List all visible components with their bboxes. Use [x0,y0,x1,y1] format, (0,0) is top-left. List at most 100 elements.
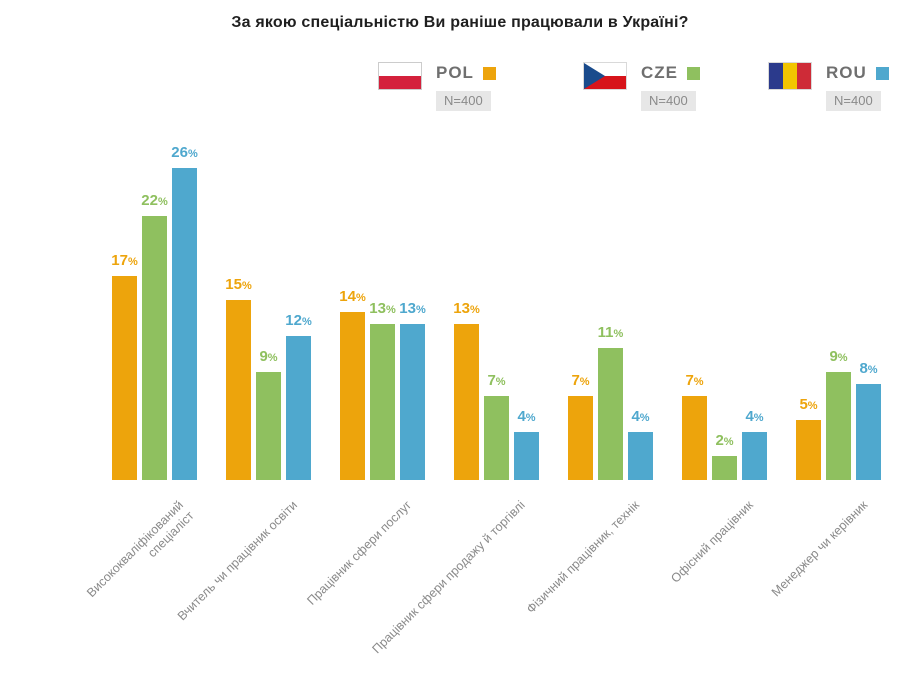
x-axis-label-7: Менеджер чи керівник [768,498,870,600]
bar-pol-category-1 [112,276,137,480]
bar-rou-category-3 [400,324,425,480]
bar-value-number: 4 [745,408,754,425]
sample-size-badge-cze: N=400 [641,91,696,111]
bar-rou-category-1 [172,168,197,480]
bar-value-number: 13 [369,300,386,317]
czechia-flag-triangle [584,63,605,89]
bar-value-suffix: % [267,352,278,364]
bar-value-number: 9 [829,348,838,365]
bar-value-label-pol-category-5: 7% [551,372,611,391]
legend-item-rou: ROU N=400 [768,62,889,111]
bar-value-label-cze-category-4: 7% [467,372,527,391]
legend-swatch-rou [875,66,889,80]
bar-value-suffix: % [157,196,168,208]
bar-pol-category-6 [682,396,707,480]
x-axis-label-3: Працівник сфери послуг [304,498,414,608]
bar-value-label-pol-category-1: 17% [95,252,155,271]
bar-value-label-pol-category-7: 5% [779,396,839,415]
x-axis-label-5: Фізичний працівник, технік [523,498,642,617]
bar-value-number: 4 [631,408,640,425]
bar-value-suffix: % [495,376,506,388]
bar-value-number: 5 [799,396,808,413]
sample-size-badge-rou: N=400 [826,91,881,111]
bar-value-number: 9 [259,348,268,365]
bar-cze-category-6 [712,456,737,480]
bar-value-suffix: % [867,364,878,376]
bar-value-number: 13 [453,300,470,317]
bar-value-suffix: % [837,352,848,364]
bar-value-label-rou-category-7: 8% [839,360,899,379]
bar-value-suffix: % [579,376,590,388]
bar-value-suffix: % [807,400,818,412]
bar-value-suffix: % [723,436,734,448]
bar-value-label-rou-category-6: 4% [725,408,785,427]
chart-title: За якою спеціальністю Ви раніше працювал… [231,14,689,31]
bar-pol-category-4 [454,324,479,480]
bar-value-number: 17 [111,252,128,269]
bar-value-suffix: % [415,304,426,316]
bar-value-label-rou-category-4: 4% [497,408,557,427]
bar-value-label-pol-category-2: 15% [209,276,269,295]
bar-value-suffix: % [301,316,312,328]
bar-value-label-cze-category-2: 9% [239,348,299,367]
romania-flag-icon [768,62,812,90]
bar-value-suffix: % [241,280,252,292]
bar-value-label-cze-category-7: 9% [809,348,869,367]
bar-value-number: 15 [225,276,242,293]
czechia-flag-icon [583,62,627,90]
bar-value-suffix: % [693,376,704,388]
poland-flag-icon [378,62,422,90]
bar-value-suffix: % [525,412,536,424]
bar-value-number: 11 [597,324,614,341]
bar-cze-category-1 [142,216,167,480]
bar-value-suffix: % [753,412,764,424]
bar-rou-category-4 [514,432,539,480]
bar-value-label-pol-category-3: 14% [323,288,383,307]
bar-value-label-pol-category-6: 7% [665,372,725,391]
x-axis-label-1: Висококваліфікований спеціаліст [83,498,197,600]
legend-item-cze: CZE N=400 [583,62,700,111]
bar-pol-category-7 [796,420,821,480]
bar-value-label-cze-category-3: 13% [353,300,413,319]
bar-cze-category-7 [826,372,851,480]
bar-value-suffix: % [127,256,138,268]
bar-value-number: 7 [571,372,580,389]
bar-value-label-cze-category-5: 11% [581,324,641,343]
bar-value-number: 14 [339,288,356,305]
bar-value-label-rou-category-3: 13% [383,300,443,319]
bar-cze-category-3 [370,324,395,480]
bar-value-suffix: % [187,148,198,160]
bar-value-number: 7 [685,372,694,389]
bar-value-label-rou-category-1: 26% [155,144,215,163]
bar-pol-category-3 [340,312,365,480]
bar-value-number: 12 [285,312,302,329]
bar-rou-category-6 [742,432,767,480]
bar-value-label-cze-category-1: 22% [125,192,185,211]
bar-value-label-pol-category-4: 13% [437,300,497,319]
legend-swatch-cze [687,66,700,80]
legend-label-cze: CZE [641,63,678,82]
bar-value-number: 26 [171,144,188,161]
legend-swatch-pol [482,66,496,80]
bar-pol-category-5 [568,396,593,480]
bar-value-suffix: % [469,304,480,316]
bar-value-suffix: % [385,304,396,316]
bar-cze-category-2 [256,372,281,480]
bar-rou-category-7 [856,384,881,480]
legend-item-pol: POL N=400 [378,62,496,111]
bar-value-suffix: % [639,412,650,424]
legend-label-rou: ROU [826,63,867,82]
bar-value-label-rou-category-2: 12% [269,312,329,331]
bar-value-number: 8 [859,360,868,377]
bar-value-suffix: % [613,328,624,340]
bar-value-suffix: % [355,292,366,304]
bar-value-number: 22 [141,192,158,209]
bar-rou-category-2 [286,336,311,480]
bar-pol-category-2 [226,300,251,480]
bar-cze-category-4 [484,396,509,480]
bar-value-number: 7 [487,372,496,389]
bar-value-number: 2 [715,432,724,449]
bar-value-label-rou-category-5: 4% [611,408,671,427]
